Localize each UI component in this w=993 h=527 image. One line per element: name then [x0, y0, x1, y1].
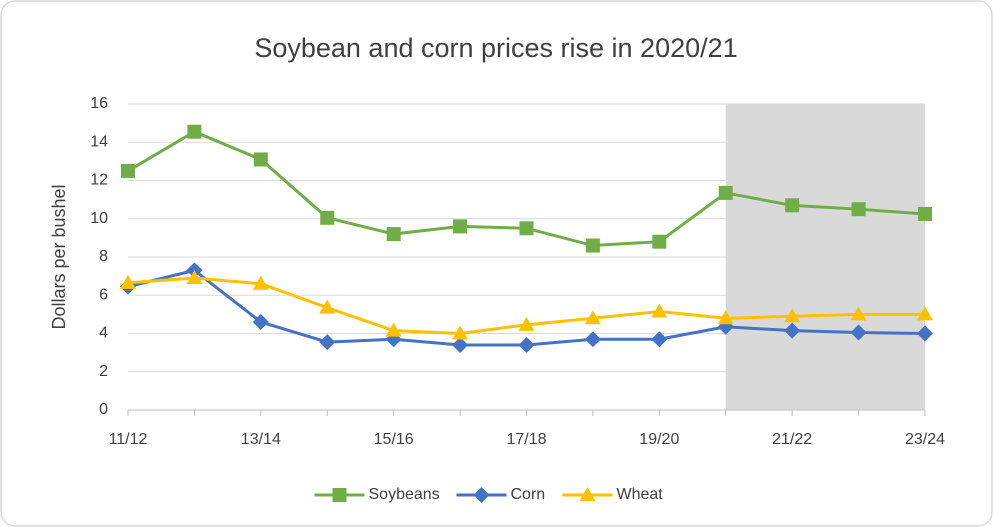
point — [453, 219, 468, 234]
point — [850, 306, 867, 321]
x-tick-label: 13/14 — [241, 431, 281, 448]
chart-title: Soybean and corn prices rise in 2020/21 — [254, 33, 737, 63]
legend-marker — [332, 488, 347, 502]
y-tick-label: 2 — [99, 363, 108, 380]
point — [120, 274, 136, 289]
point — [918, 206, 932, 221]
x-tick-label: 23/24 — [905, 431, 945, 448]
point — [386, 227, 401, 242]
point — [785, 198, 800, 213]
point — [784, 322, 801, 339]
point — [850, 324, 867, 341]
point — [186, 270, 203, 285]
x-tick-label: 15/16 — [374, 431, 414, 448]
legend-marker — [473, 487, 490, 503]
x-tick-label: 19/20 — [639, 431, 679, 448]
y-tick-label: 4 — [99, 325, 108, 342]
legend-marker — [579, 487, 596, 501]
y-tick-label: 6 — [99, 286, 108, 303]
point — [917, 325, 933, 342]
point — [784, 308, 801, 323]
point — [718, 185, 733, 200]
point — [651, 331, 668, 348]
point — [519, 221, 534, 236]
point — [452, 336, 469, 353]
point — [518, 336, 535, 353]
point — [252, 314, 269, 331]
legend-label: Corn — [511, 486, 546, 503]
point — [320, 210, 335, 225]
y-tick-label: 12 — [90, 172, 108, 189]
y-tick-label: 8 — [99, 248, 108, 265]
y-tick-label: 16 — [90, 95, 108, 112]
point — [319, 334, 336, 351]
point — [518, 316, 535, 331]
point — [253, 152, 268, 167]
point — [121, 163, 135, 178]
point — [851, 202, 866, 217]
point — [319, 299, 336, 314]
point — [385, 322, 402, 337]
y-tick-label: 14 — [90, 133, 108, 150]
y-axis-label: Dollars per bushel — [49, 184, 69, 329]
x-tick-label: 17/18 — [506, 431, 546, 448]
legend-label: Wheat — [617, 486, 664, 503]
point — [651, 303, 668, 318]
x-tick-label: 21/22 — [772, 431, 812, 448]
point — [585, 238, 600, 253]
point — [452, 325, 469, 340]
point — [584, 310, 601, 325]
x-tick-label: 11/12 — [109, 431, 148, 448]
point — [717, 310, 734, 325]
point — [252, 275, 269, 290]
point — [187, 124, 202, 139]
point — [584, 331, 601, 348]
point — [652, 234, 667, 249]
point — [917, 306, 933, 321]
legend-label: Soybeans — [369, 486, 440, 503]
y-tick-label: 0 — [99, 401, 108, 418]
y-tick-label: 10 — [90, 210, 108, 227]
